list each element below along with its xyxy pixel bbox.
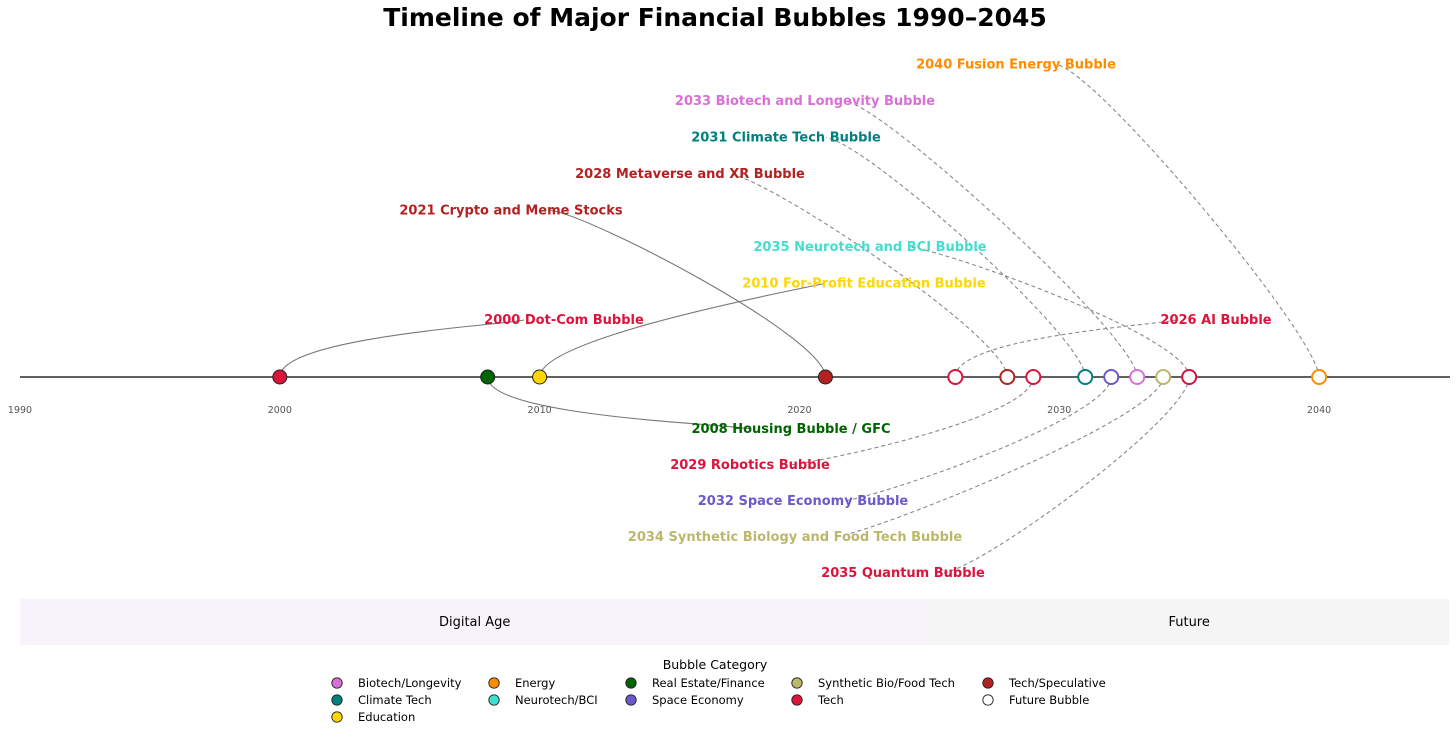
legend: Bubble Category Biotech/Longevity Climate… bbox=[331, 657, 1106, 724]
connector-2035-quantum-bubble bbox=[942, 376, 1190, 574]
legend-item-real-estate-finance-label: Real Estate/Finance bbox=[652, 676, 765, 690]
connector-2010-for-profit-education-bubble bbox=[539, 282, 825, 378]
legend-item-climate-tech-swatch bbox=[331, 694, 343, 706]
connector-2032-space-economy-bubble bbox=[842, 376, 1112, 502]
tick-label-2040: 2040 bbox=[1307, 405, 1331, 416]
marker-2035-quantum-bubble bbox=[1181, 369, 1198, 385]
legend-item-education-swatch bbox=[331, 711, 343, 723]
event-labels: 2000 Dot-Com Bubble 2008 Housing Bubble /… bbox=[399, 58, 1271, 582]
legend-item-education-label: Education bbox=[358, 710, 415, 724]
connector-2033-biotech-and-longevity-bubble bbox=[844, 100, 1138, 378]
legend-item-tech-speculative-swatch bbox=[982, 677, 994, 689]
legend-item-tech-label: Tech bbox=[817, 693, 844, 707]
marker-2031-climate-tech-bubble bbox=[1077, 369, 1094, 385]
event-label-2010-for-profit-education-bubble: 2010 For-Profit Education Bubble bbox=[742, 277, 986, 292]
connector-2034-synthetic-biology-and-food-tech-bubble bbox=[834, 376, 1164, 538]
marker-2026-ai-bubble bbox=[947, 369, 964, 385]
era-label-digital-age: Digital Age bbox=[439, 615, 510, 630]
tick-label-2030: 2030 bbox=[1047, 405, 1071, 416]
legend-item-future-bubble-swatch bbox=[982, 694, 994, 706]
legend-title: Bubble Category bbox=[663, 657, 768, 672]
tick-label-2020: 2020 bbox=[787, 405, 811, 416]
event-label-2026-ai-bubble: 2026 AI Bubble bbox=[1160, 313, 1271, 328]
legend-item-biotech-longevity-label: Biotech/Longevity bbox=[358, 676, 462, 690]
marker-2010-for-profit-education-bubble bbox=[532, 369, 548, 385]
marker-2032-space-economy-bubble bbox=[1103, 369, 1120, 385]
event-label-2000-dot-com-bubble: 2000 Dot-Com Bubble bbox=[484, 313, 644, 328]
marker-2021-crypto-and-meme-stocks bbox=[817, 369, 833, 385]
legend-item-real-estate-finance-swatch bbox=[625, 677, 637, 689]
marker-2008-housing-bubble-gfc bbox=[480, 369, 496, 385]
connector-lines bbox=[279, 63, 1320, 574]
legend-item-climate-tech-label: Climate Tech bbox=[358, 693, 432, 707]
era-bands: Digital Age Future bbox=[20, 599, 1449, 645]
connector-2029-robotics-bubble bbox=[789, 376, 1034, 466]
event-markers bbox=[272, 369, 1328, 385]
event-label-2035-neurotech-and-bci-bubble: 2035 Neurotech and BCI Bubble bbox=[753, 240, 986, 255]
legend-item-neurotech-bci-swatch bbox=[488, 694, 500, 706]
event-label-2028-metaverse-and-xr-bubble: 2028 Metaverse and XR Bubble bbox=[575, 167, 805, 182]
legend-item-synthetic-bio-food-tech-swatch bbox=[791, 677, 803, 689]
event-label-2035-quantum-bubble: 2035 Quantum Bubble bbox=[821, 566, 985, 581]
legend-item-tech-swatch bbox=[791, 694, 803, 706]
event-label-2021-crypto-and-meme-stocks: 2021 Crypto and Meme Stocks bbox=[399, 204, 622, 219]
marker-2033-biotech-and-longevity-bubble bbox=[1129, 369, 1146, 385]
event-label-2033-biotech-and-longevity-bubble: 2033 Biotech and Longevity Bubble bbox=[675, 94, 935, 109]
legend-item-synthetic-bio-food-tech-label: Synthetic Bio/Food Tech bbox=[818, 676, 955, 690]
chart-title: Timeline of Major Financial Bubbles 1990… bbox=[383, 3, 1047, 32]
connector-2021-crypto-and-meme-stocks bbox=[550, 209, 826, 378]
legend-item-space-economy-label: Space Economy bbox=[652, 693, 744, 707]
axis-ticks: 1990 2000 2010 2020 2030 2040 bbox=[8, 405, 1331, 416]
legend-item-energy-label: Energy bbox=[515, 676, 555, 690]
connector-2026-ai-bubble bbox=[954, 319, 1177, 378]
marker-2028-metaverse-and-xr-bubble bbox=[999, 369, 1016, 385]
tick-label-2000: 2000 bbox=[268, 405, 292, 416]
connector-2000-dot-com-bubble bbox=[279, 319, 525, 378]
connector-2035-neurotech-and-bci-bubble bbox=[909, 246, 1190, 378]
connector-2031-climate-tech-bubble bbox=[825, 136, 1086, 378]
legend-item-energy-swatch bbox=[488, 677, 500, 689]
legend-item-space-economy-swatch bbox=[625, 694, 637, 706]
marker-2034-synthetic-biology-and-food-tech-bubble bbox=[1155, 369, 1172, 385]
event-label-2008-housing-bubble-gfc: 2008 Housing Bubble / GFC bbox=[692, 422, 891, 437]
legend-item-tech-speculative-label: Tech/Speculative bbox=[1008, 676, 1106, 690]
marker-2000-dot-com-bubble bbox=[272, 369, 288, 385]
tick-label-2010: 2010 bbox=[528, 405, 552, 416]
event-label-2029-robotics-bubble: 2029 Robotics Bubble bbox=[670, 458, 830, 473]
event-label-2031-climate-tech-bubble: 2031 Climate Tech Bubble bbox=[691, 131, 881, 146]
legend-item-future-bubble-label: Future Bubble bbox=[1009, 693, 1089, 707]
connector-2028-metaverse-and-xr-bubble bbox=[729, 173, 1008, 378]
event-label-2040-fusion-energy-bubble: 2040 Fusion Energy Bubble bbox=[916, 58, 1116, 73]
legend-item-biotech-longevity-swatch bbox=[331, 677, 343, 689]
era-band-future bbox=[929, 599, 1449, 645]
connector-2008-housing-bubble-gfc bbox=[487, 376, 752, 430]
marker-2040-fusion-energy-bubble bbox=[1311, 369, 1328, 385]
legend-item-neurotech-bci-label: Neurotech/BCI bbox=[515, 693, 598, 707]
event-label-2032-space-economy-bubble: 2032 Space Economy Bubble bbox=[698, 494, 909, 509]
era-label-future: Future bbox=[1168, 615, 1209, 630]
event-label-2034-synthetic-biology-and-food-tech-bubble: 2034 Synthetic Biology and Food Tech Bub… bbox=[628, 530, 963, 545]
connector-2040-fusion-energy-bubble bbox=[1055, 63, 1320, 378]
marker-2029-robotics-bubble bbox=[1025, 369, 1042, 385]
era-band-digital-age bbox=[20, 599, 930, 645]
tick-label-1990: 1990 bbox=[8, 405, 32, 416]
